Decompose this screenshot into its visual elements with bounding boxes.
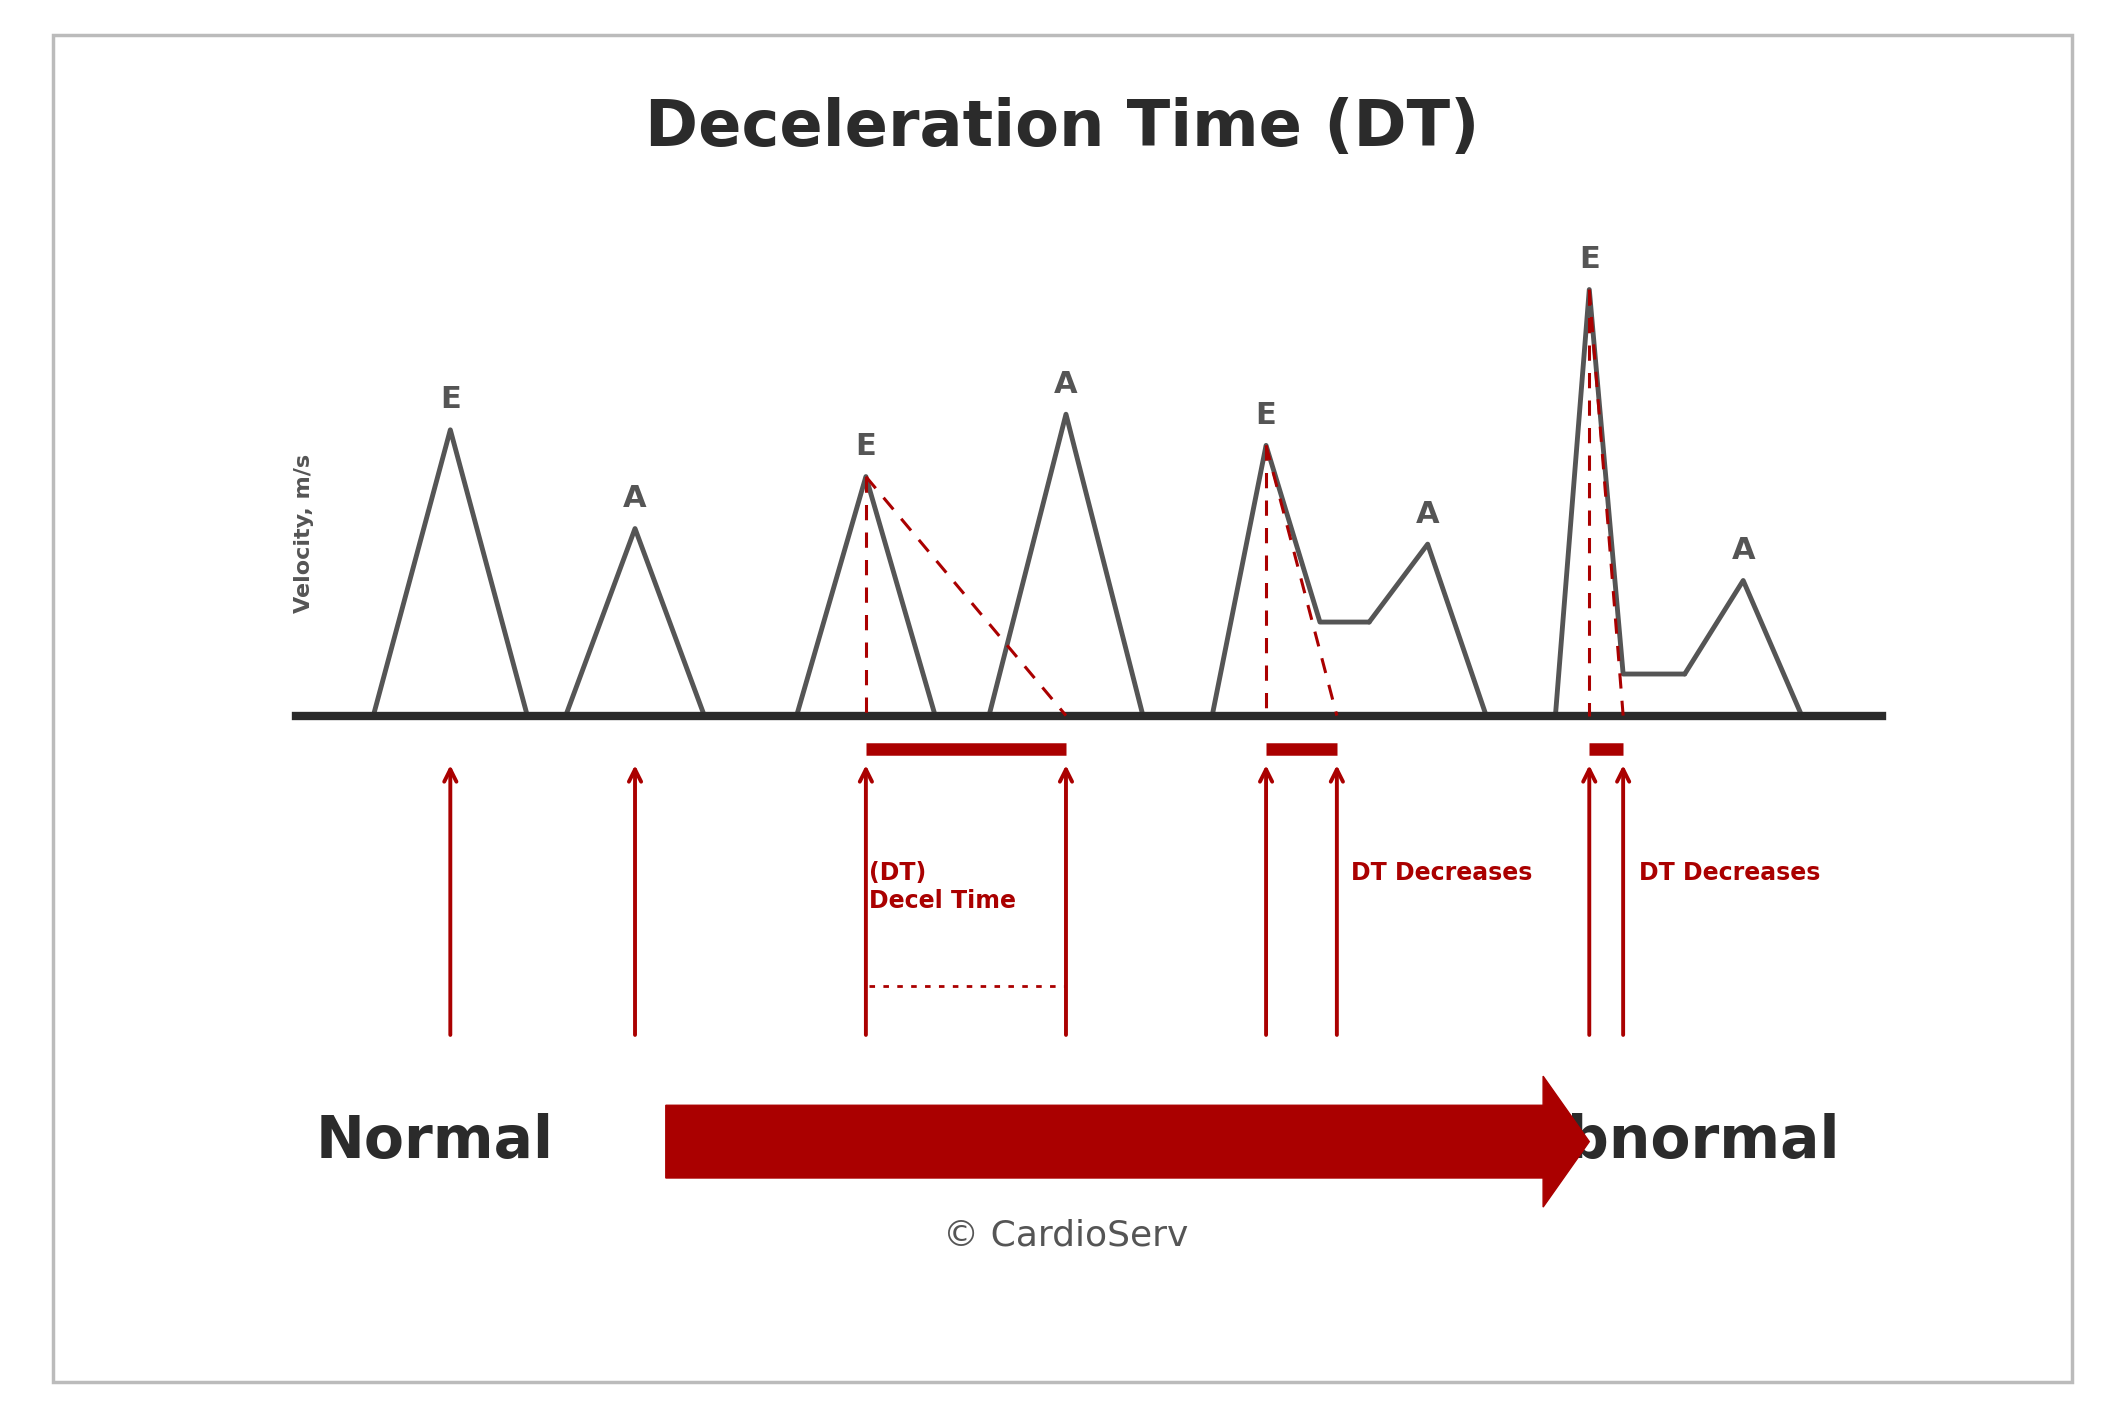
- Text: © CardioServ: © CardioServ: [944, 1219, 1188, 1253]
- Text: E: E: [1579, 245, 1600, 273]
- Text: DT Decreases: DT Decreases: [1352, 862, 1532, 886]
- Text: A: A: [1054, 370, 1077, 398]
- Text: DT Decreases: DT Decreases: [1638, 862, 1819, 886]
- Text: A: A: [1415, 500, 1439, 529]
- FancyArrow shape: [665, 1076, 1590, 1207]
- Text: Deceleration Time (DT): Deceleration Time (DT): [646, 96, 1479, 159]
- Text: E: E: [856, 432, 875, 461]
- Text: Velocity, m/s: Velocity, m/s: [293, 455, 314, 614]
- Text: E: E: [1256, 401, 1277, 429]
- Text: E: E: [440, 385, 461, 414]
- Text: (DT)
Decel Time: (DT) Decel Time: [869, 862, 1016, 913]
- Text: Normal: Normal: [317, 1114, 555, 1170]
- Text: A: A: [623, 485, 646, 513]
- Text: Abnormal: Abnormal: [1524, 1114, 1840, 1170]
- Text: A: A: [1732, 536, 1755, 565]
